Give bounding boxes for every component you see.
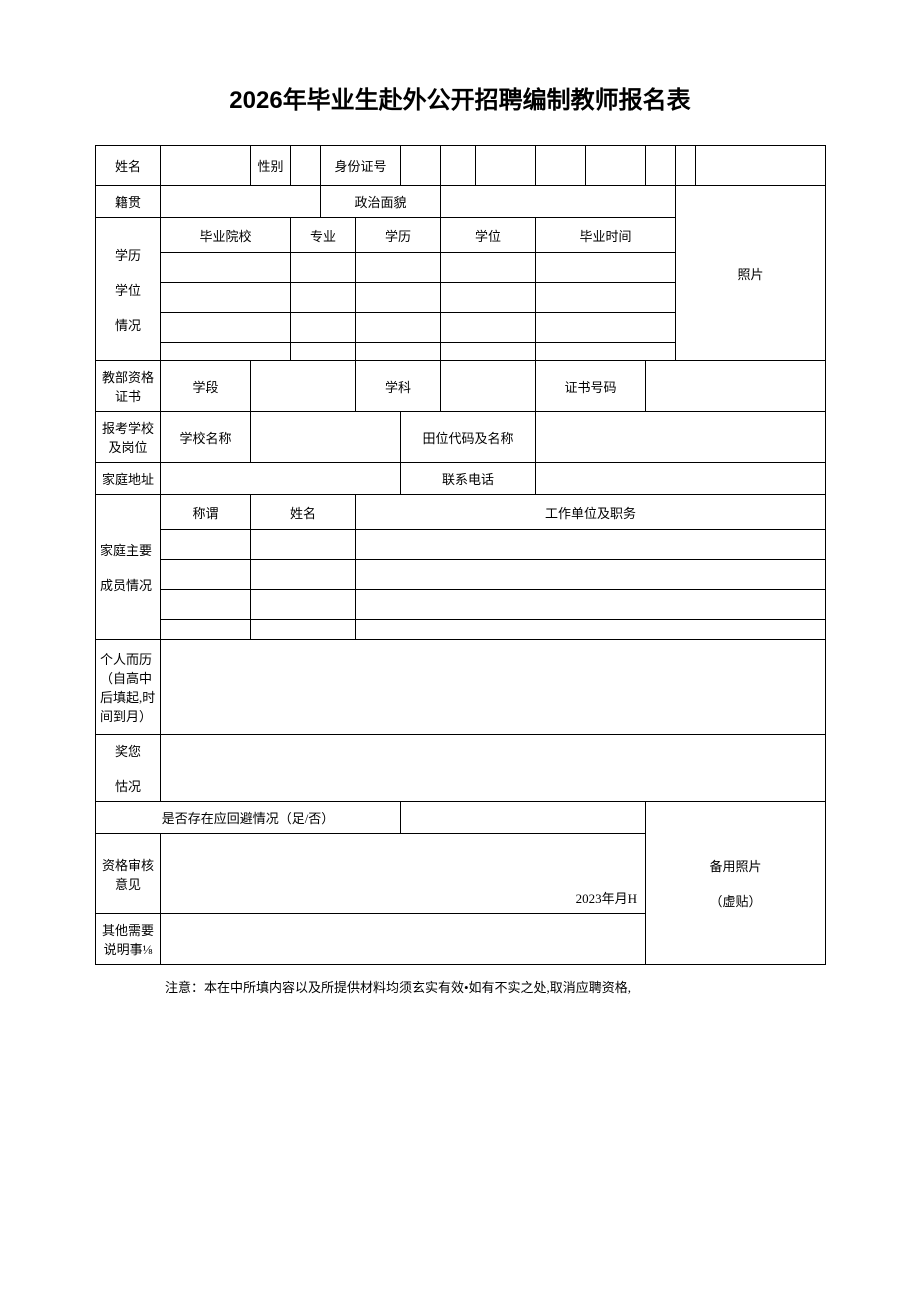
label-home-addr: 家庭地址	[96, 463, 161, 495]
id-cell-6[interactable]	[646, 146, 676, 186]
field-award[interactable]	[161, 735, 826, 802]
field-gradtime-3[interactable]	[536, 313, 676, 343]
field-major-1[interactable]	[291, 253, 356, 283]
id-cell-8[interactable]	[696, 146, 826, 186]
label-sex: 性别	[251, 146, 291, 186]
field-workunit-1[interactable]	[356, 530, 826, 560]
field-relation-3[interactable]	[161, 590, 251, 620]
field-cert-no[interactable]	[646, 361, 826, 412]
field-fname-1[interactable]	[251, 530, 356, 560]
date-stamp: 2023年月H	[576, 891, 637, 906]
label-fname: 姓名	[251, 495, 356, 530]
field-name[interactable]	[161, 146, 251, 186]
field-subject[interactable]	[441, 361, 536, 412]
field-relation-2[interactable]	[161, 560, 251, 590]
label-school: 毕业院校	[161, 218, 291, 253]
field-post-code-name[interactable]	[536, 412, 826, 463]
field-school-2[interactable]	[161, 283, 291, 313]
field-fname-2[interactable]	[251, 560, 356, 590]
field-degree-4[interactable]	[441, 343, 536, 361]
application-form-table: 姓名 性别 身份证号 籍贯 政治面貌 照片 学历 学位 情况 毕业院校 专业 学…	[95, 145, 826, 965]
field-education-3[interactable]	[356, 313, 441, 343]
field-political[interactable]	[441, 186, 676, 218]
field-relation-4[interactable]	[161, 620, 251, 640]
id-cell-3[interactable]	[476, 146, 536, 186]
label-education: 学历	[356, 218, 441, 253]
field-workunit-3[interactable]	[356, 590, 826, 620]
field-major-4[interactable]	[291, 343, 356, 361]
label-edu-degree: 学历 学位 情况	[96, 218, 161, 361]
label-subject: 学科	[356, 361, 441, 412]
field-school-1[interactable]	[161, 253, 291, 283]
label-qualify-opinion: 资格审核意见	[96, 834, 161, 914]
field-degree-2[interactable]	[441, 283, 536, 313]
label-contact-phone: 联系电话	[401, 463, 536, 495]
field-workunit-2[interactable]	[356, 560, 826, 590]
label-post-code-name: 田位代码及名称	[401, 412, 536, 463]
label-work-unit: 工作单位及职务	[356, 495, 826, 530]
label-grad-time: 毕业时间	[536, 218, 676, 253]
field-education-2[interactable]	[356, 283, 441, 313]
field-major-3[interactable]	[291, 313, 356, 343]
label-cert-no: 证书号码	[536, 361, 646, 412]
label-other-explain: 其他需要说明事⅛	[96, 914, 161, 965]
page-title: 2026年毕业生赴外公开招聘编制教师报名表	[95, 80, 825, 115]
field-resume[interactable]	[161, 640, 826, 735]
field-stage[interactable]	[251, 361, 356, 412]
label-major: 专业	[291, 218, 356, 253]
footer-note: 注意：本在中所填内容以及所提供材料均须玄实有效•如有不实之处,取消应聘资格,	[95, 977, 825, 996]
field-gradtime-4[interactable]	[536, 343, 676, 361]
label-name: 姓名	[96, 146, 161, 186]
field-avoid[interactable]	[401, 802, 646, 834]
label-native-place: 籍贯	[96, 186, 161, 218]
field-school-name[interactable]	[251, 412, 401, 463]
field-gradtime-1[interactable]	[536, 253, 676, 283]
id-cell-1[interactable]	[401, 146, 441, 186]
field-sex[interactable]	[291, 146, 321, 186]
label-degree: 学位	[441, 218, 536, 253]
field-contact-phone[interactable]	[536, 463, 826, 495]
field-home-addr[interactable]	[161, 463, 401, 495]
label-id-no: 身份证号	[321, 146, 401, 186]
field-qualify-opinion[interactable]: 2023年月H	[161, 834, 646, 914]
field-fname-3[interactable]	[251, 590, 356, 620]
label-apply-school-post: 报考学校及岗位	[96, 412, 161, 463]
label-school-name: 学校名称	[161, 412, 251, 463]
field-school-4[interactable]	[161, 343, 291, 361]
id-cell-5[interactable]	[586, 146, 646, 186]
field-workunit-4[interactable]	[356, 620, 826, 640]
field-education-4[interactable]	[356, 343, 441, 361]
field-major-2[interactable]	[291, 283, 356, 313]
label-relation: 称谓	[161, 495, 251, 530]
label-photo: 照片	[676, 186, 826, 361]
field-degree-1[interactable]	[441, 253, 536, 283]
label-backup-photo: 备用照片 （虚贴）	[646, 802, 826, 965]
field-school-3[interactable]	[161, 313, 291, 343]
id-cell-2[interactable]	[441, 146, 476, 186]
id-cell-4[interactable]	[536, 146, 586, 186]
field-other-explain[interactable]	[161, 914, 646, 965]
field-native-place[interactable]	[161, 186, 321, 218]
field-fname-4[interactable]	[251, 620, 356, 640]
field-gradtime-2[interactable]	[536, 283, 676, 313]
field-education-1[interactable]	[356, 253, 441, 283]
label-family-main: 家庭主要 成员情况	[96, 495, 161, 640]
field-degree-3[interactable]	[441, 313, 536, 343]
field-relation-1[interactable]	[161, 530, 251, 560]
label-teach-cert: 教部资格证书	[96, 361, 161, 412]
label-avoid: 是否存在应回避情况（足/否）	[96, 802, 401, 834]
label-political: 政治面貌	[321, 186, 441, 218]
label-award: 奖您 怙况	[96, 735, 161, 802]
label-stage: 学段	[161, 361, 251, 412]
id-cell-7[interactable]	[676, 146, 696, 186]
label-resume: 个人而历（自高中后填起,时间到月）	[96, 640, 161, 735]
